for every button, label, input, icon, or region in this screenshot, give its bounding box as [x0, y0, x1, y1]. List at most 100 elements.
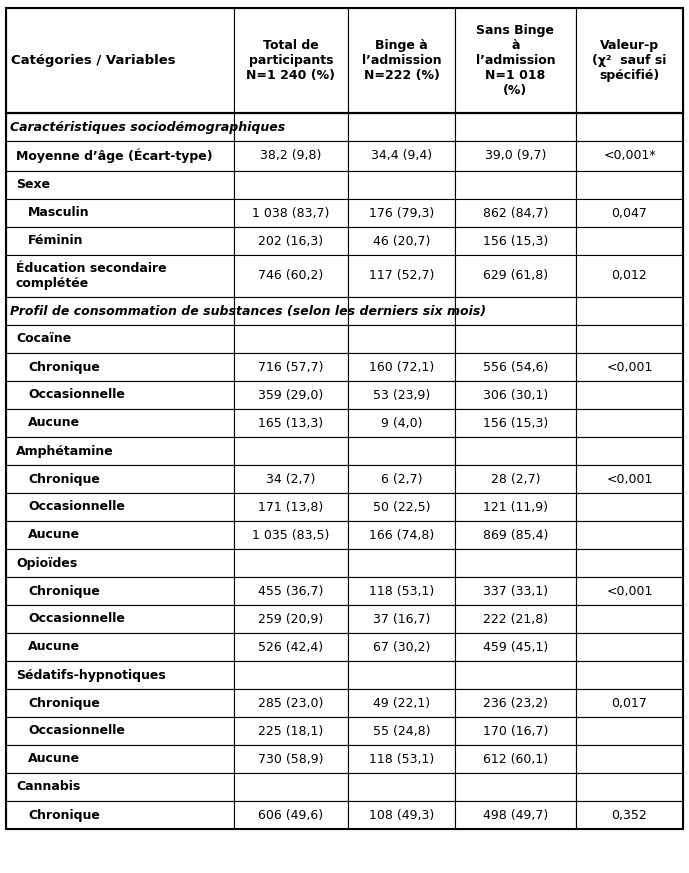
Bar — [234, 521, 348, 549]
Bar — [455, 549, 576, 577]
Bar — [234, 141, 348, 171]
Text: 34,4 (9,4): 34,4 (9,4) — [371, 149, 432, 162]
Bar — [234, 465, 348, 493]
Text: 629 (61,8): 629 (61,8) — [483, 270, 548, 283]
Text: 108 (49,3): 108 (49,3) — [369, 808, 434, 821]
Bar — [455, 199, 576, 227]
Text: Valeur-p
(χ²  sauf si
spécifié): Valeur-p (χ² sauf si spécifié) — [593, 39, 667, 82]
Bar — [348, 493, 455, 521]
Bar — [234, 113, 348, 141]
Text: Total de
participants
N=1 240 (%): Total de participants N=1 240 (%) — [247, 39, 336, 82]
Bar — [348, 465, 455, 493]
Text: 556 (54,6): 556 (54,6) — [483, 361, 548, 374]
Text: 716 (57,7): 716 (57,7) — [258, 361, 324, 374]
Bar — [234, 549, 348, 577]
Bar — [455, 745, 576, 773]
Bar — [576, 689, 683, 717]
Bar — [576, 381, 683, 409]
Text: 9 (4,0): 9 (4,0) — [381, 416, 422, 430]
Text: 160 (72,1): 160 (72,1) — [369, 361, 434, 374]
Bar — [348, 773, 455, 801]
Bar — [455, 255, 576, 297]
Bar — [455, 8, 576, 113]
Bar — [6, 255, 234, 297]
Bar — [576, 227, 683, 255]
Text: 869 (85,4): 869 (85,4) — [483, 528, 548, 541]
Text: 746 (60,2): 746 (60,2) — [258, 270, 324, 283]
Bar — [455, 521, 576, 549]
Bar — [348, 549, 455, 577]
Bar — [234, 605, 348, 633]
Text: Caractéristiques sociodémographiques: Caractéristiques sociodémographiques — [10, 120, 285, 134]
Text: Chronique: Chronique — [28, 808, 100, 821]
Text: Moyenne d’âge (Écart-type): Moyenne d’âge (Écart-type) — [16, 148, 213, 163]
Bar — [234, 745, 348, 773]
Text: 1 035 (83,5): 1 035 (83,5) — [252, 528, 330, 541]
Text: Cannabis: Cannabis — [16, 780, 80, 794]
Text: 121 (11,9): 121 (11,9) — [483, 500, 548, 513]
Bar — [455, 353, 576, 381]
Bar — [576, 353, 683, 381]
Text: Chronique: Chronique — [28, 361, 100, 374]
Bar — [455, 227, 576, 255]
Bar — [234, 661, 348, 689]
Bar — [6, 773, 234, 801]
Bar — [348, 255, 455, 297]
Text: <0,001: <0,001 — [606, 585, 652, 597]
Bar — [6, 381, 234, 409]
Text: 170 (16,7): 170 (16,7) — [483, 725, 548, 738]
Bar — [6, 549, 234, 577]
Text: 118 (53,1): 118 (53,1) — [369, 753, 434, 766]
Text: Chronique: Chronique — [28, 697, 100, 710]
Text: Profil de consommation de substances (selon les derniers six mois): Profil de consommation de substances (se… — [10, 305, 486, 318]
Text: Amphétamine: Amphétamine — [16, 444, 114, 457]
Text: 236 (23,2): 236 (23,2) — [483, 697, 548, 710]
Text: 55 (24,8): 55 (24,8) — [373, 725, 430, 738]
Bar — [576, 465, 683, 493]
Bar — [6, 521, 234, 549]
Bar — [6, 437, 234, 465]
Text: 117 (52,7): 117 (52,7) — [369, 270, 434, 283]
Text: Aucune: Aucune — [28, 416, 80, 430]
Bar — [576, 577, 683, 605]
Bar — [455, 171, 576, 199]
Bar — [6, 605, 234, 633]
Text: 50 (22,5): 50 (22,5) — [373, 500, 430, 513]
Bar — [348, 227, 455, 255]
Bar — [348, 745, 455, 773]
Bar — [6, 633, 234, 661]
Text: 455 (36,7): 455 (36,7) — [258, 585, 324, 597]
Bar — [6, 661, 234, 689]
Bar — [6, 801, 234, 829]
Bar — [576, 773, 683, 801]
Bar — [455, 113, 576, 141]
Text: 38,2 (9,8): 38,2 (9,8) — [260, 149, 322, 162]
Bar — [348, 297, 455, 325]
Bar — [576, 325, 683, 353]
Bar — [234, 689, 348, 717]
Text: Cocaïne: Cocaïne — [16, 333, 71, 346]
Bar — [6, 493, 234, 521]
Text: 612 (60,1): 612 (60,1) — [483, 753, 548, 766]
Bar — [455, 633, 576, 661]
Bar — [576, 717, 683, 745]
Bar — [455, 141, 576, 171]
Bar — [348, 325, 455, 353]
Text: Occasionnelle: Occasionnelle — [28, 613, 125, 625]
Bar — [576, 199, 683, 227]
Text: Aucune: Aucune — [28, 753, 80, 766]
Text: Masculin: Masculin — [28, 207, 90, 219]
Bar — [455, 801, 576, 829]
Bar — [6, 171, 234, 199]
Bar — [348, 171, 455, 199]
Text: 6 (2,7): 6 (2,7) — [381, 472, 422, 485]
Bar — [455, 717, 576, 745]
Bar — [576, 141, 683, 171]
Bar — [455, 409, 576, 437]
Text: 156 (15,3): 156 (15,3) — [483, 416, 548, 430]
Text: 49 (22,1): 49 (22,1) — [373, 697, 430, 710]
Text: 165 (13,3): 165 (13,3) — [258, 416, 324, 430]
Bar — [348, 409, 455, 437]
Bar — [455, 381, 576, 409]
Bar — [6, 8, 234, 113]
